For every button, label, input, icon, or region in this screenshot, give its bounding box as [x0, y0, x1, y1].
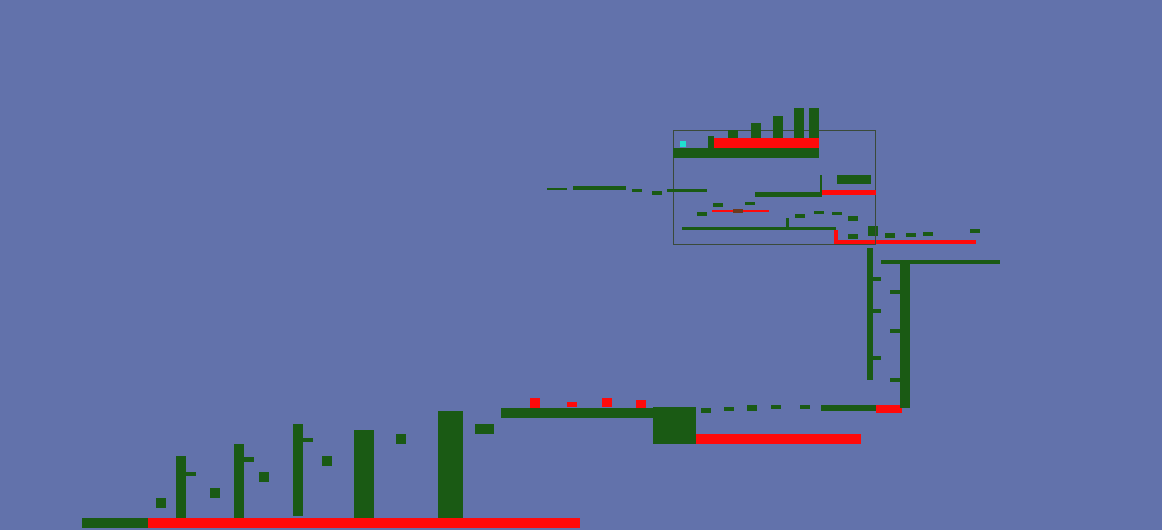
lava [834, 230, 838, 242]
hazard [567, 402, 577, 407]
ledge [186, 472, 196, 476]
pillar [293, 424, 303, 516]
platform [881, 260, 1000, 264]
ledge [873, 277, 881, 281]
step [795, 214, 805, 218]
level-lower [82, 398, 902, 528]
pillar [794, 108, 804, 138]
ledge [303, 438, 313, 442]
step [771, 405, 781, 409]
ledge [890, 329, 900, 333]
step [724, 407, 734, 411]
block [396, 434, 406, 444]
step [923, 232, 933, 236]
lava [148, 518, 580, 528]
wall [900, 262, 910, 408]
platform [682, 227, 836, 230]
step [832, 212, 842, 215]
lava [696, 434, 861, 444]
step [747, 405, 757, 411]
block [259, 472, 269, 482]
step [970, 229, 980, 233]
pillar [234, 444, 244, 518]
step [906, 233, 916, 237]
enemy [733, 209, 743, 213]
level-shaft [834, 226, 1000, 408]
level-upper [547, 108, 876, 245]
step [652, 191, 662, 195]
ledge [244, 457, 254, 462]
block [156, 498, 166, 508]
hazard [636, 400, 646, 408]
hazard [602, 398, 612, 407]
platform [821, 405, 876, 411]
ground [82, 518, 148, 528]
block [475, 424, 494, 434]
hazard [876, 405, 902, 413]
block [868, 226, 878, 236]
pillar [773, 116, 783, 138]
pillar [438, 411, 463, 518]
step [632, 189, 642, 192]
pillar [728, 130, 738, 138]
platform [673, 148, 819, 158]
hazard [530, 398, 540, 408]
block [210, 488, 220, 498]
step [697, 212, 707, 216]
ledge [890, 290, 900, 294]
lava [712, 138, 819, 148]
lava [822, 190, 876, 195]
platform [501, 408, 655, 418]
pillar [354, 430, 374, 518]
block [653, 407, 696, 444]
step [745, 202, 755, 205]
player [680, 141, 686, 147]
pillar [809, 108, 819, 138]
step [885, 233, 895, 238]
step [814, 211, 824, 214]
pillar [176, 456, 186, 518]
platform [755, 192, 822, 197]
block [837, 175, 871, 184]
pillar [751, 123, 761, 138]
platform [573, 186, 626, 190]
step [848, 234, 858, 239]
post [786, 218, 789, 228]
wall [820, 175, 822, 195]
ledge [873, 356, 881, 360]
lava [834, 240, 976, 244]
block [322, 456, 332, 466]
wall [867, 248, 873, 380]
wall [708, 136, 714, 148]
step [800, 405, 810, 409]
step [848, 216, 858, 221]
step [547, 188, 567, 190]
step [713, 203, 723, 207]
ledge [873, 309, 881, 313]
step [701, 408, 711, 413]
platform [667, 189, 707, 192]
ledge [890, 378, 900, 382]
